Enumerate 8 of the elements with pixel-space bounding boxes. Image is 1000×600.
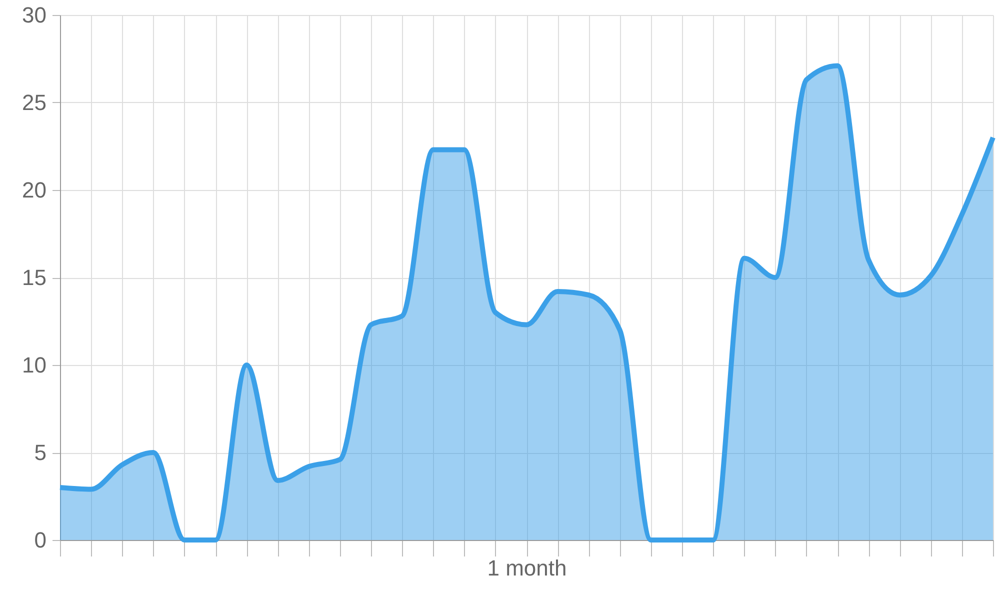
y-tick-label: 25 (22, 90, 46, 115)
y-tick-label: 0 (34, 528, 46, 552)
x-axis-title: 1 month (487, 556, 567, 580)
y-tick-label: 30 (22, 2, 46, 28)
y-tick-label: 15 (22, 265, 46, 290)
y-tick-label: 5 (34, 440, 46, 465)
y-tick-label: 20 (22, 178, 46, 202)
y-tick-label: 10 (22, 352, 46, 378)
